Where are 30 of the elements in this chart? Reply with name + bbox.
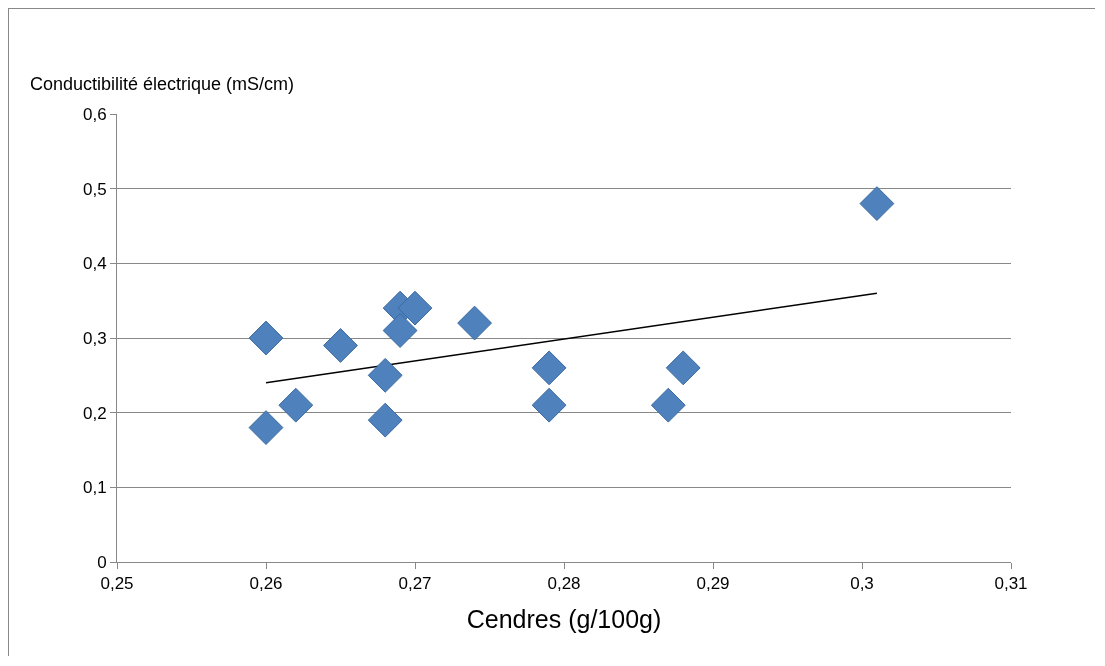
y-tick-label: 0 [97,552,107,572]
point [248,410,284,445]
x-tick-label: 0,27 [398,574,432,594]
point [859,186,895,221]
x-tick-label: 0,25 [100,574,134,594]
y-tick-label: 0,1 [82,478,107,498]
y-tick-label: 0,4 [82,254,107,274]
point [457,305,492,341]
y-tick-label: 0,6 [82,104,107,124]
point [650,387,686,423]
x-tick-label: 0,31 [994,574,1028,594]
x-tick-label: 0,28 [547,574,581,594]
x-tick-label: 0,29 [696,574,730,594]
point [367,402,403,438]
point [278,387,314,423]
x-tick-label: 0,3 [850,574,874,594]
point [367,357,403,393]
y-axis-title: Conductibilité électrique (mS/cm) [30,74,295,94]
point [665,350,701,386]
y-tick-label: 0,2 [82,403,107,423]
point [323,328,358,363]
point [531,387,567,423]
point [382,313,418,348]
x-tick-label: 0,26 [249,574,283,594]
point [531,350,567,386]
point [397,290,433,326]
y-tick-label: 0,3 [82,328,107,348]
y-tick-label: 0,5 [82,179,107,199]
point [248,320,284,356]
x-axis-title: Cendres (g/100g) [466,605,662,634]
